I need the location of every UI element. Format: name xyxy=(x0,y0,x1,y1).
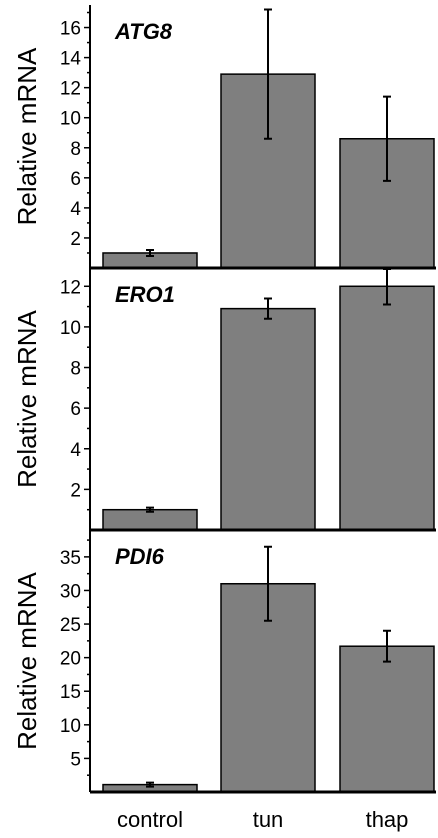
y-tick-label: 35 xyxy=(60,548,81,569)
y-tick-label: 2 xyxy=(70,480,81,501)
y-axis-label: Relative mRNA xyxy=(12,571,42,749)
y-tick-label: 15 xyxy=(60,682,81,703)
y-tick-label: 16 xyxy=(60,19,81,40)
x-label-thap: thap xyxy=(366,807,409,832)
y-tick-label: 10 xyxy=(60,109,81,130)
y-tick-label: 6 xyxy=(70,399,81,420)
error-bar-tun xyxy=(264,8,272,140)
y-tick-label: 8 xyxy=(70,139,81,160)
y-tick-label: 2 xyxy=(70,229,81,250)
y-tick-label: 10 xyxy=(60,318,81,339)
y-axis-label: Relative mRNA xyxy=(12,309,42,487)
y-tick-label: 25 xyxy=(60,615,81,636)
error-bar-thap xyxy=(383,268,391,306)
panel-atg8: 2 4 6 8 10 12 14 16 Relative mRNA ATG8 xyxy=(12,5,436,270)
bar-control xyxy=(102,508,198,531)
y-tick-label: 10 xyxy=(60,716,81,737)
error-bar-control xyxy=(146,506,154,513)
panel-title: ATG8 xyxy=(114,19,173,44)
panel-pdi6: 5 10 15 20 25 30 35 Relative mRNA PDI6 xyxy=(12,530,436,794)
error-bar-tun xyxy=(264,545,272,622)
error-bar-thap xyxy=(383,95,391,182)
x-label-control: control xyxy=(117,807,183,832)
y-tick-label: 8 xyxy=(70,359,81,380)
panel-title: ERO1 xyxy=(115,282,175,307)
bar-tun xyxy=(220,307,316,531)
y-tick-label: 4 xyxy=(70,199,81,220)
y-tick-label: 5 xyxy=(70,749,81,770)
panel-ero1: 2 4 6 8 10 12 Relative mRNA ERO1 xyxy=(12,268,436,532)
y-tick-label: 30 xyxy=(60,581,81,602)
y-tick-label: 14 xyxy=(60,49,82,70)
bar-thap xyxy=(339,645,435,793)
error-bar-thap xyxy=(383,629,391,663)
bar-thap xyxy=(339,285,435,531)
error-bar-tun xyxy=(264,297,272,320)
error-bar-control xyxy=(146,781,154,788)
y-tick-label: 12 xyxy=(60,79,81,100)
y-tick-label: 12 xyxy=(60,277,81,298)
y-tick-label: 6 xyxy=(70,169,81,190)
x-label-tun: tun xyxy=(253,807,284,832)
y-tick-label: 4 xyxy=(70,440,81,461)
error-bar-control xyxy=(146,248,154,257)
y-axis-label: Relative mRNA xyxy=(12,47,42,225)
panel-title: PDI6 xyxy=(115,544,165,569)
y-tick-label: 20 xyxy=(60,649,81,670)
x-axis-labels: control tun thap xyxy=(117,807,408,832)
